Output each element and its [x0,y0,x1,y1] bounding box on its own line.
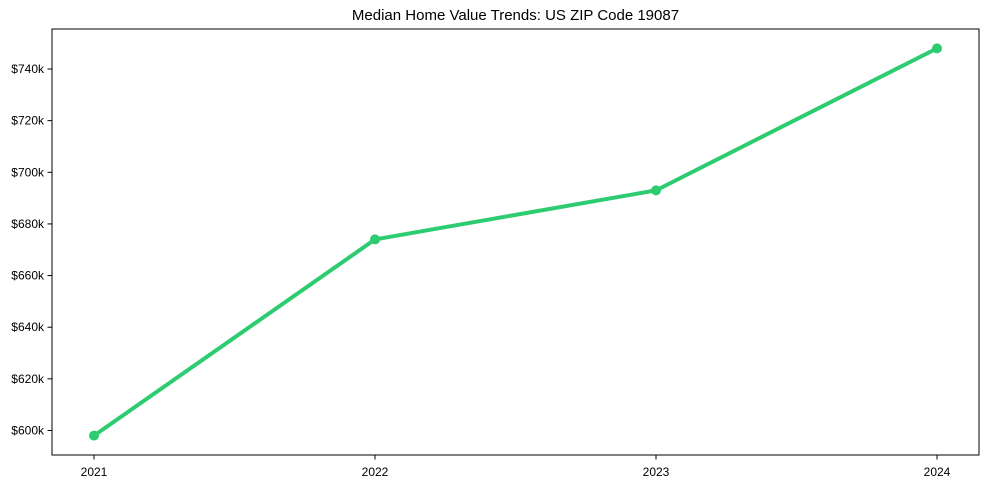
y-axis-tick-label: $600k [11,423,45,437]
data-point [651,185,661,196]
data-point [932,43,942,54]
y-axis-tick-label: $660k [11,269,45,283]
y-axis-tick-label: $680k [11,217,45,231]
x-axis-tick-label: 2022 [362,465,389,479]
y-axis-tick-label: $700k [11,165,45,179]
y-axis-tick-label: $620k [11,372,45,386]
series-line [92,46,939,438]
x-axis-tick-label: 2023 [643,465,670,479]
plot-frame [51,28,980,456]
data-point [370,234,380,245]
y-axis-tick-label: $640k [11,320,45,334]
chart-title: Median Home Value Trends: US ZIP Code 19… [351,7,680,24]
x-axis-tick-label: 2021 [81,465,108,479]
data-point [89,430,99,441]
x-axis-tick-label: 2024 [924,465,951,479]
y-axis-tick-label: $720k [11,114,45,128]
y-axis-tick-label: $740k [11,62,45,76]
